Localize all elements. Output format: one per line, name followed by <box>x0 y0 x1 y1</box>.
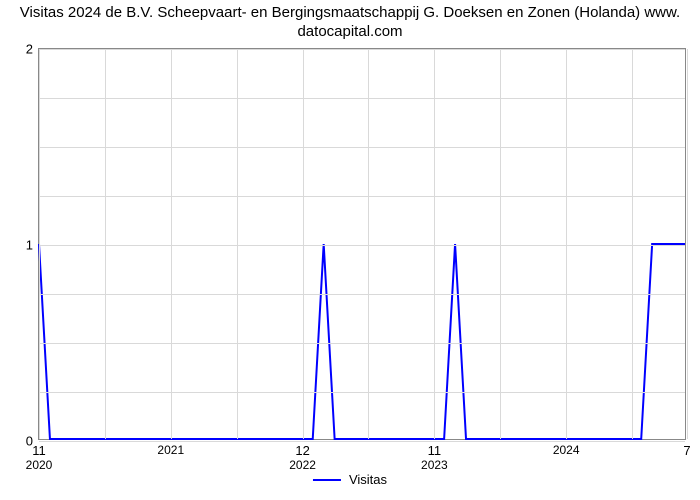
gridline-vertical <box>368 49 369 439</box>
x-tick-top: 11 <box>32 443 46 458</box>
gridline-horizontal <box>39 343 685 344</box>
gridline-vertical <box>500 49 501 439</box>
y-tick-label: 1 <box>26 238 33 253</box>
gridline-vertical <box>687 49 688 439</box>
gridline-vertical <box>171 49 172 439</box>
y-tick-label: 2 <box>26 42 33 57</box>
gridline-horizontal <box>39 196 685 197</box>
x-tick-label: 2021 <box>157 443 184 457</box>
gridline-horizontal <box>39 147 685 148</box>
gridline-vertical <box>237 49 238 439</box>
gridline-vertical <box>303 49 304 439</box>
gridline-horizontal <box>39 441 685 442</box>
legend: Visitas <box>313 472 387 487</box>
x-tick-bottom: 2020 <box>26 458 53 472</box>
visitas-line <box>39 244 685 439</box>
x-tick-bottom: 2023 <box>421 458 448 472</box>
gridline-horizontal <box>39 98 685 99</box>
legend-label: Visitas <box>349 472 387 487</box>
x-tick-label: 112020 <box>26 443 53 472</box>
x-tick-bottom: 2022 <box>289 458 316 472</box>
x-tick-bottom: 2021 <box>157 443 184 457</box>
title-line-1: Visitas 2024 de B.V. Scheepvaart- en Ber… <box>20 4 680 21</box>
gridline-vertical <box>434 49 435 439</box>
gridline-horizontal <box>39 49 685 50</box>
x-tick-label: 7 <box>683 443 690 458</box>
line-series <box>39 49 685 439</box>
x-tick-top: 12 <box>295 443 309 458</box>
gridline-vertical <box>632 49 633 439</box>
x-tick-top: 7 <box>683 443 690 458</box>
gridline-horizontal <box>39 392 685 393</box>
plot-area: 012112020202112202211202320247 <box>38 48 686 440</box>
chart-container: Visitas 2024 de B.V. Scheepvaart- en Ber… <box>0 0 700 500</box>
gridline-vertical <box>566 49 567 439</box>
x-tick-label: 2024 <box>553 443 580 457</box>
x-tick-label: 122022 <box>289 443 316 472</box>
x-tick-bottom: 2024 <box>553 443 580 457</box>
legend-swatch <box>313 479 341 481</box>
gridline-horizontal <box>39 294 685 295</box>
chart-title: Visitas 2024 de B.V. Scheepvaart- en Ber… <box>0 4 700 42</box>
gridline-vertical <box>39 49 40 439</box>
x-tick-top: 11 <box>428 443 442 458</box>
x-tick-label: 112023 <box>421 443 448 472</box>
title-line-2: datocapital.com <box>297 23 402 40</box>
gridline-vertical <box>105 49 106 439</box>
gridline-horizontal <box>39 245 685 246</box>
